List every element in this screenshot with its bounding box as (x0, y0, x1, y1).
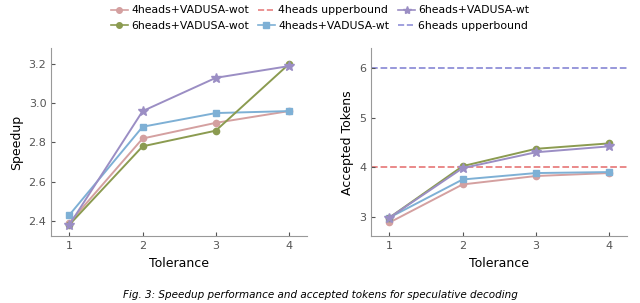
X-axis label: Tolerance: Tolerance (469, 257, 529, 270)
Y-axis label: Speedup: Speedup (10, 115, 23, 170)
Text: Fig. 3: Speedup performance and accepted tokens for speculative decoding: Fig. 3: Speedup performance and accepted… (123, 290, 517, 300)
X-axis label: Tolerance: Tolerance (149, 257, 209, 270)
Legend: 4heads+VADUSA-wot, 6heads+VADUSA-wot, 4heads upperbound, 4heads+VADUSA-wt, 6head: 4heads+VADUSA-wot, 6heads+VADUSA-wot, 4h… (111, 5, 529, 31)
Y-axis label: Accepted Tokens: Accepted Tokens (340, 90, 354, 195)
